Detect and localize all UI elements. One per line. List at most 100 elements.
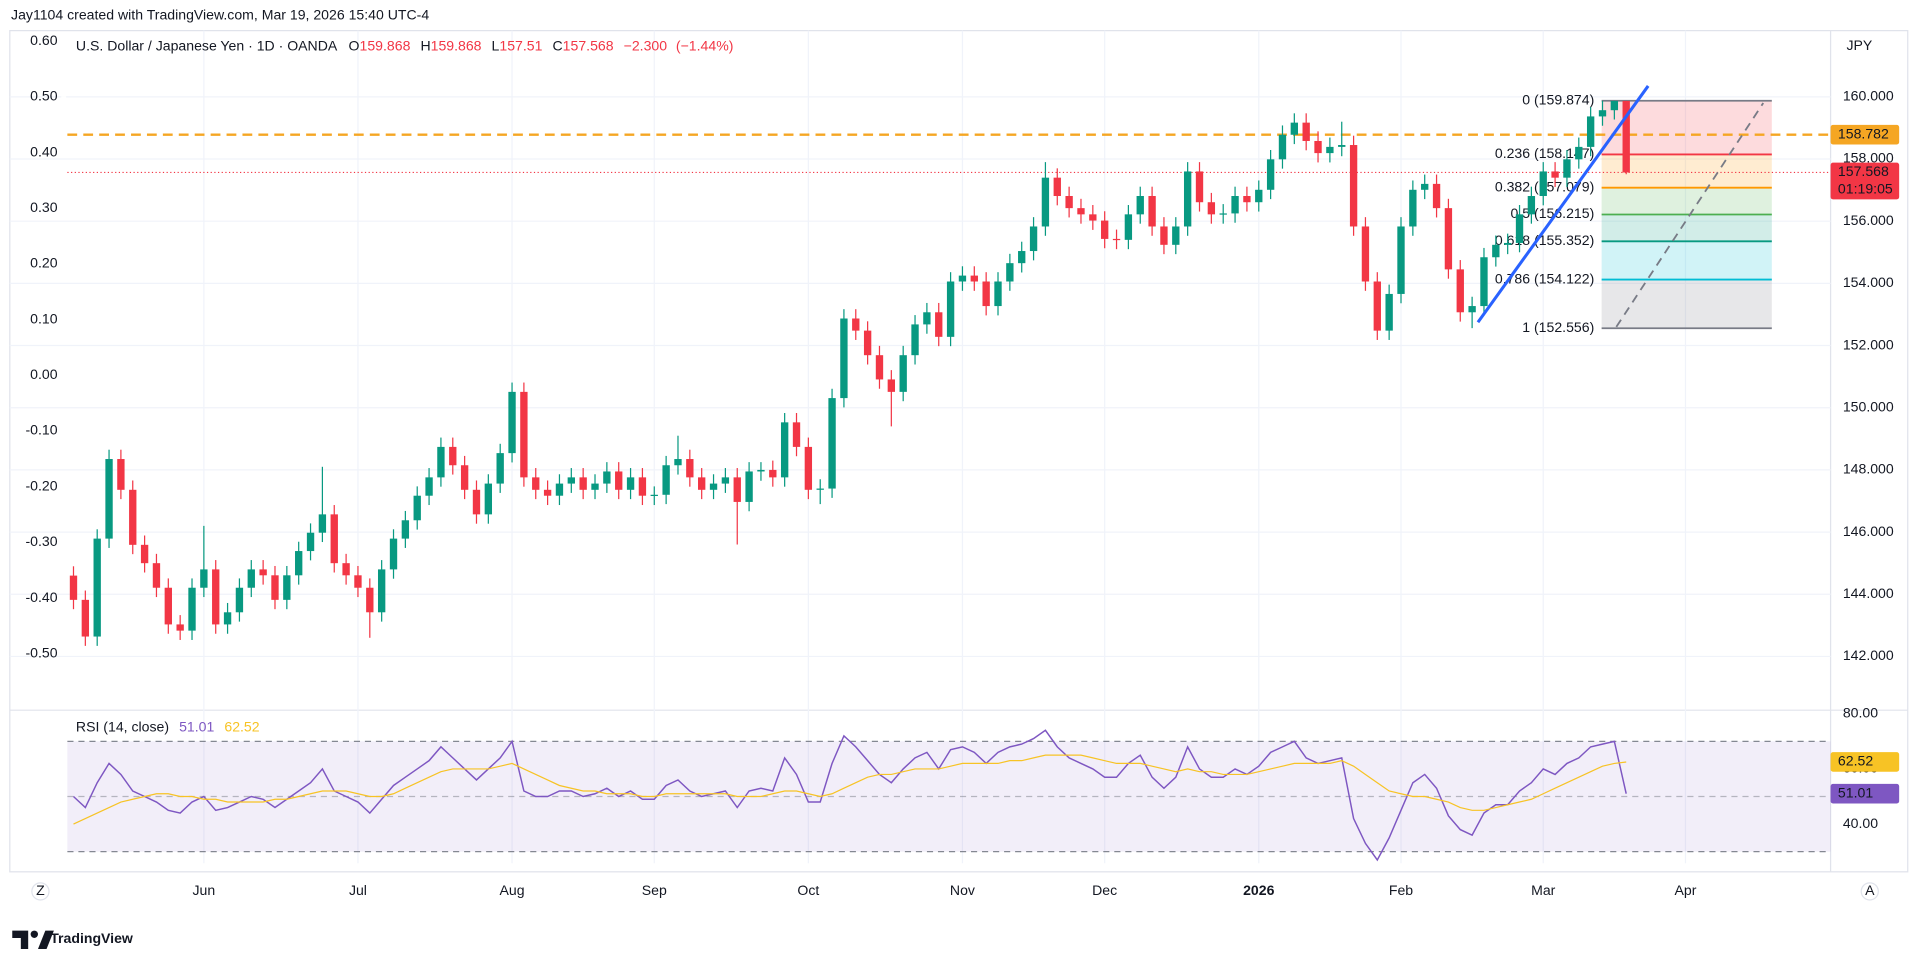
- candle-body: [1065, 196, 1073, 209]
- rsi-value: 51.01: [179, 718, 214, 734]
- trend-line: [1476, 85, 1650, 324]
- y-tick-label: 154.000: [1843, 274, 1894, 290]
- control-left[interactable]: Z: [36, 882, 45, 898]
- fib-band: [1601, 214, 1772, 242]
- projection-line: [1615, 102, 1765, 328]
- y2-tick-label: -0.20: [25, 477, 57, 493]
- candle-body: [425, 477, 433, 496]
- candle-body: [1266, 159, 1275, 190]
- candle-body: [176, 624, 184, 631]
- candle-body: [1195, 171, 1204, 203]
- y2-tick-label: -0.50: [25, 644, 57, 660]
- rsi-value-label: 51.01: [1838, 784, 1873, 800]
- candle-body: [1243, 196, 1251, 203]
- candle-body: [129, 489, 137, 545]
- candle-body: [1444, 208, 1453, 270]
- candle-body: [698, 477, 706, 490]
- y-tick-label: 160.000: [1843, 88, 1894, 104]
- candle-body: [532, 477, 540, 490]
- candle-body: [1018, 251, 1026, 264]
- candle-body: [994, 281, 1002, 307]
- y-tick-label: 156.000: [1843, 212, 1894, 228]
- candle-body: [1290, 122, 1299, 135]
- candle-body: [579, 477, 587, 490]
- candle-body: [1385, 293, 1393, 331]
- fib-band: [1601, 187, 1772, 215]
- candle-body: [212, 569, 220, 625]
- control-button[interactable]: [1860, 882, 1879, 901]
- plot-layer: Jun Jul Aug Sep Oct Nov Dec 2026 Feb Mar Apr 142.00…: [9, 30, 1900, 898]
- candle-body: [354, 575, 362, 588]
- x-tick-label: 2026: [1243, 882, 1274, 898]
- y2-tick-label: 0.40: [30, 143, 58, 159]
- candle-body: [911, 324, 919, 356]
- candle-body: [804, 446, 813, 490]
- ohlc-label: C: [553, 37, 563, 53]
- candle-body: [1456, 269, 1464, 313]
- candle-body: [769, 469, 777, 478]
- fib-label: 0.786 (154.122): [1495, 270, 1594, 286]
- ohlc-label: O: [349, 37, 360, 53]
- candle-body: [1575, 146, 1583, 160]
- rsi-value-label: 62.52: [1838, 753, 1873, 769]
- candle-body: [1219, 213, 1227, 215]
- y2-tick-label: 0.60: [30, 32, 58, 48]
- candle-body: [223, 612, 232, 625]
- rsi-ma-value: 62.52: [224, 718, 259, 734]
- rsi-value-box: [1830, 783, 1900, 804]
- rsi-ma-line: [73, 754, 1627, 825]
- candle-body: [887, 379, 896, 392]
- candle-body: [543, 489, 552, 496]
- fib-label: 0 (159.874): [1522, 91, 1594, 107]
- symbol-title: U.S. Dollar / Japanese Yen · 1D · OANDA: [76, 37, 338, 53]
- candle-body: [1326, 146, 1334, 154]
- candle-body: [615, 471, 623, 490]
- candle-body: [1029, 226, 1038, 252]
- candle-body: [982, 281, 990, 307]
- candle-body: [1551, 171, 1559, 178]
- candle-body: [1077, 208, 1085, 215]
- control-right[interactable]: A: [1865, 882, 1875, 898]
- candle-body: [1504, 242, 1512, 245]
- rsi-line: [72, 729, 1627, 862]
- last-price-box: [1830, 162, 1900, 200]
- candle-body: [757, 469, 765, 472]
- rsi-title: RSI (14, close): [76, 718, 169, 734]
- candle-body: [816, 488, 824, 490]
- control-button[interactable]: [31, 882, 50, 901]
- candle-body: [899, 355, 907, 392]
- currency: JPY: [1847, 37, 1873, 53]
- candle-body: [1361, 226, 1370, 282]
- x-tick-label: Mar: [1531, 882, 1556, 898]
- candle-body: [235, 587, 244, 613]
- candle-body: [1255, 189, 1263, 203]
- candle-body: [626, 477, 635, 490]
- candle-body: [377, 569, 386, 613]
- candle-body: [460, 465, 469, 490]
- ohlc-label: L: [492, 37, 500, 53]
- fib-label: 0.618 (155.352): [1495, 232, 1594, 248]
- candle-body: [958, 275, 967, 282]
- high-value: 159.868: [431, 37, 482, 53]
- y2-tick-label: 0.30: [30, 199, 58, 215]
- candle-body: [366, 587, 374, 613]
- candle-body: [1231, 196, 1239, 214]
- candle-body: [81, 599, 90, 637]
- candle-body: [745, 471, 753, 502]
- legend: U.S. Dollar / Japanese Yen · 1D · OANDA …: [76, 37, 733, 53]
- candle-body: [852, 318, 860, 331]
- candle-body: [1053, 177, 1061, 197]
- candle-body: [1480, 257, 1488, 307]
- candle-body: [484, 483, 493, 515]
- candle-body: [1207, 202, 1216, 215]
- candle-body: [863, 330, 872, 356]
- y-tick-label: 148.000: [1843, 461, 1894, 477]
- x-tick-label: Nov: [950, 882, 975, 898]
- logo-shape: [37, 930, 54, 949]
- candle-body: [69, 575, 78, 600]
- open-value: 159.868: [360, 37, 411, 53]
- brand-logo: [12, 930, 54, 949]
